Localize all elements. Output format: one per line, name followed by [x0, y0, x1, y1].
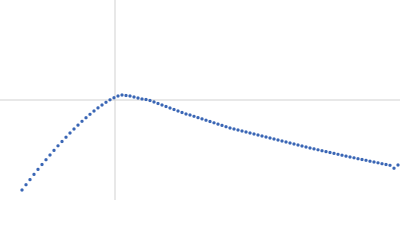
data-point	[124, 93, 128, 98]
data-point	[212, 121, 216, 125]
data-point	[20, 188, 24, 192]
data-point	[352, 156, 356, 160]
data-point	[92, 109, 96, 113]
data-point	[144, 97, 148, 102]
data-point	[40, 162, 44, 167]
data-point	[104, 100, 108, 104]
data-point	[276, 138, 280, 142]
data-point	[32, 172, 36, 176]
data-point	[184, 112, 188, 116]
data-point	[136, 96, 140, 100]
data-point	[176, 109, 180, 113]
data-point	[120, 93, 124, 97]
data-point	[112, 96, 116, 100]
data-point	[140, 97, 144, 101]
data-point	[364, 158, 368, 162]
data-point	[344, 154, 348, 158]
data-point	[316, 148, 320, 152]
data-point	[100, 103, 104, 107]
data-point	[292, 142, 296, 146]
data-point	[60, 139, 64, 144]
data-point	[328, 150, 332, 155]
data-point	[24, 183, 28, 187]
data-point	[64, 135, 68, 139]
data-point	[360, 157, 364, 162]
data-point	[348, 155, 352, 159]
data-point	[96, 106, 100, 110]
data-point	[296, 143, 300, 147]
data-point	[272, 137, 276, 141]
data-point	[324, 150, 328, 154]
data-point	[224, 125, 228, 129]
data-point	[80, 119, 84, 123]
data-point	[260, 134, 264, 138]
data-point	[56, 144, 60, 148]
data-point	[220, 123, 224, 127]
data-point	[48, 153, 52, 157]
data-point	[72, 127, 76, 131]
data-point	[340, 153, 344, 157]
data-point	[312, 147, 316, 151]
data-point	[392, 166, 396, 170]
data-point	[200, 117, 204, 121]
data-point	[128, 94, 132, 98]
data-point	[36, 167, 40, 171]
data-point	[384, 162, 388, 167]
chart	[0, 0, 400, 200]
data-point	[160, 103, 164, 107]
data-point	[52, 148, 56, 152]
data-point	[108, 98, 112, 102]
data-point	[84, 116, 88, 120]
data-point	[164, 104, 168, 109]
data-point	[204, 118, 208, 122]
data-point	[256, 133, 260, 137]
data-point	[228, 126, 232, 130]
data-point	[284, 140, 288, 144]
data-point	[216, 122, 220, 126]
data-point	[28, 178, 32, 182]
data-point	[380, 162, 384, 166]
data-point	[308, 146, 312, 150]
data-point	[156, 101, 160, 106]
data-point	[300, 144, 304, 148]
data-point	[232, 127, 236, 131]
data-point	[396, 163, 400, 167]
data-point	[240, 129, 244, 133]
data-point	[356, 157, 360, 161]
data-point	[336, 152, 340, 156]
data-point	[376, 161, 380, 165]
data-point	[196, 116, 200, 120]
data-point	[332, 151, 336, 155]
data-point	[168, 106, 172, 110]
data-point	[192, 114, 196, 118]
data-point	[236, 128, 240, 132]
data-point	[304, 145, 308, 149]
data-point	[132, 95, 136, 99]
data-point	[252, 132, 256, 136]
data-point	[188, 113, 192, 117]
data-point	[180, 110, 184, 115]
data-point	[44, 158, 48, 162]
data-point	[152, 100, 156, 104]
data-point	[68, 131, 72, 135]
data-point	[280, 139, 284, 143]
data-point	[208, 119, 212, 124]
data-point	[148, 98, 152, 103]
data-point	[264, 135, 268, 139]
data-point	[268, 136, 272, 140]
data-point	[244, 130, 248, 134]
data-point	[320, 149, 324, 153]
data-point	[368, 159, 372, 163]
data-point	[248, 131, 252, 135]
data-point	[172, 107, 176, 112]
data-point	[88, 112, 92, 116]
data-point	[388, 163, 392, 167]
data-point	[116, 94, 120, 98]
data-point	[288, 141, 292, 145]
data-point	[372, 160, 376, 164]
data-point	[76, 123, 80, 127]
